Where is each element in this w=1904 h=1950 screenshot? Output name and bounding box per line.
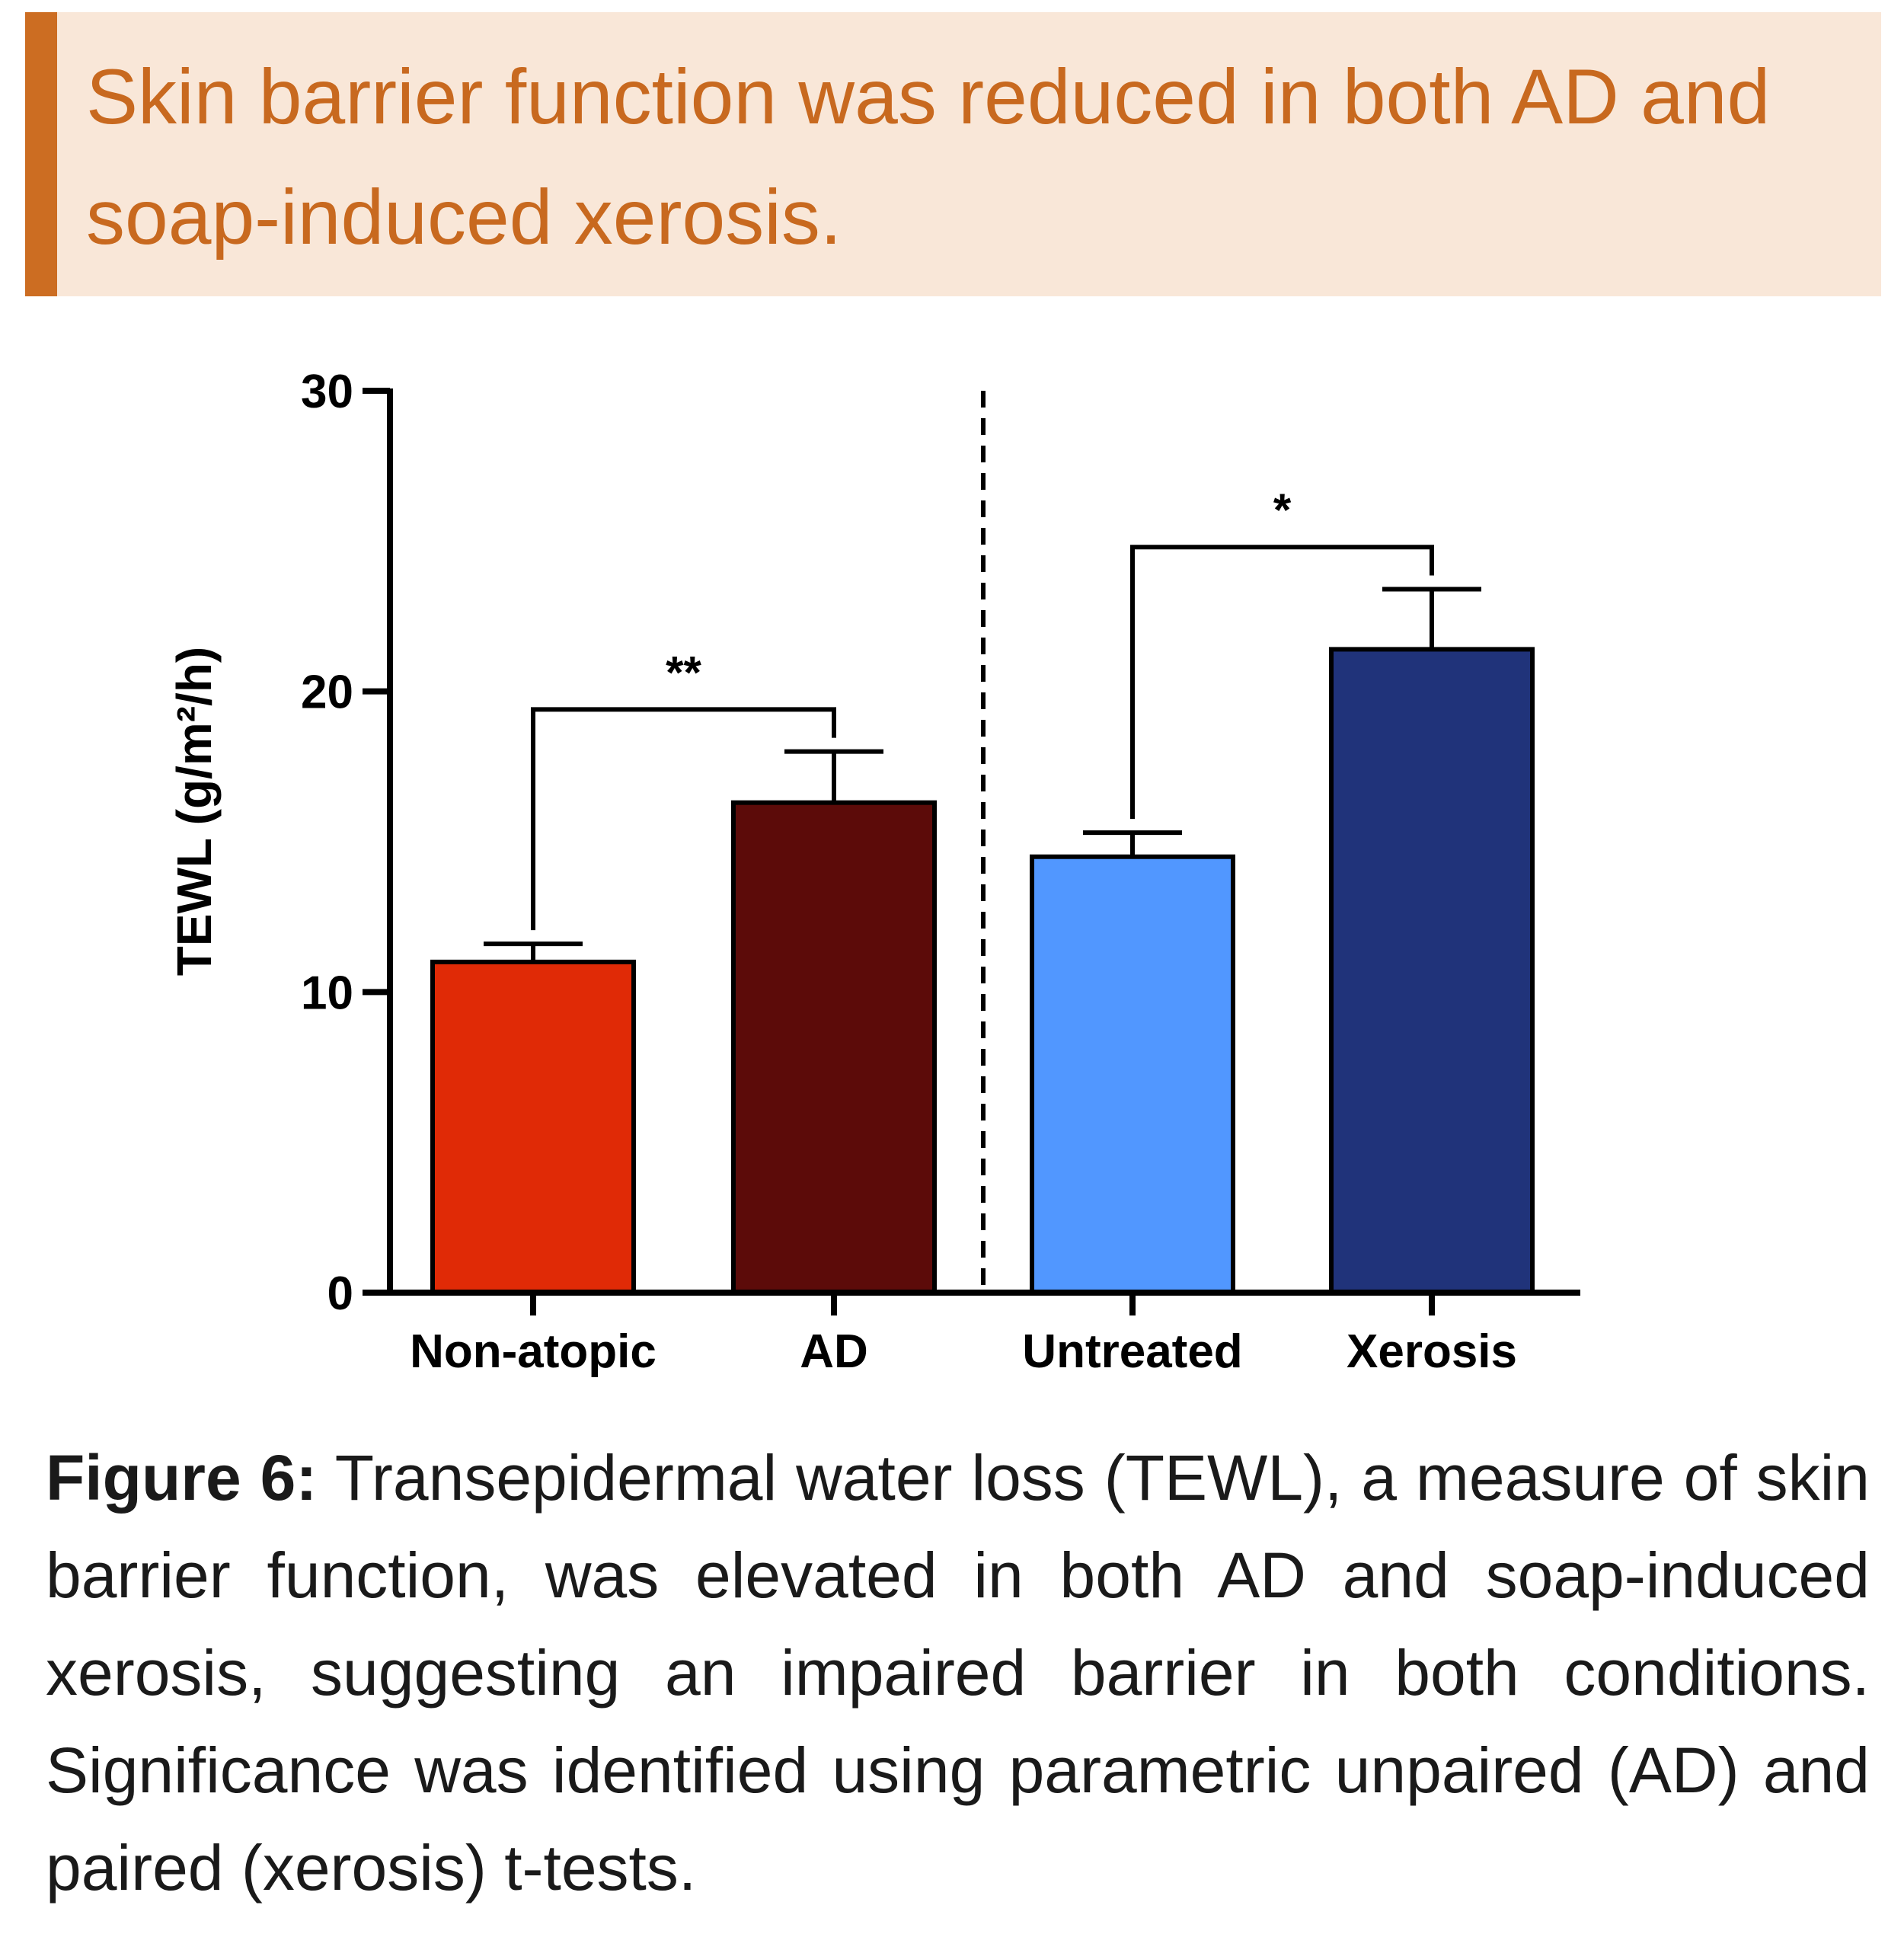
banner-accent-bar (25, 12, 57, 296)
bar-non-atopic (430, 959, 636, 1296)
figure-caption: Figure 6: Transepidermal water loss (TEW… (46, 1429, 1870, 1916)
x-tick-label-non-atopic: Non-atopic (410, 1325, 656, 1378)
significance-label-2: * (1273, 484, 1292, 535)
bars-group (430, 647, 1535, 1296)
significance-bracket-1 (531, 707, 836, 931)
x-tick-label-untreated: Untreated (1022, 1325, 1242, 1378)
banner-title: Skin barrier function was reduced in bot… (86, 53, 1771, 261)
bar-untreated (1030, 854, 1235, 1295)
significance-bracket-2 (1130, 545, 1434, 820)
caption-label: Figure 6: (46, 1442, 318, 1514)
caption-text: Transepidermal water loss (TEWL), a meas… (46, 1442, 1870, 1904)
significance-label-1: ** (666, 647, 701, 698)
y-tick-label-20: 20 (301, 667, 353, 719)
x-tick-label-xerosis: Xerosis (1347, 1325, 1517, 1378)
y-tick-label-10: 10 (301, 967, 353, 1019)
y-tick-label-0: 0 (327, 1268, 353, 1320)
title-banner: Skin barrier function was reduced in bot… (25, 12, 1881, 296)
bar-ad (731, 800, 937, 1295)
error-bars-group (484, 587, 1481, 962)
y-tick-label-30: 30 (301, 366, 353, 418)
bar-xerosis (1329, 647, 1535, 1295)
y-ticks-group: 0 10 20 30 (301, 366, 390, 1320)
axes-group (387, 388, 1580, 1296)
x-tick-label-ad: AD (800, 1325, 868, 1378)
y-axis-label: TEWL (g/m²/h) (167, 647, 222, 977)
x-ticks-group: Non-atopic AD Untreated Xerosis (410, 1293, 1517, 1378)
significance-group: *** (531, 484, 1434, 931)
